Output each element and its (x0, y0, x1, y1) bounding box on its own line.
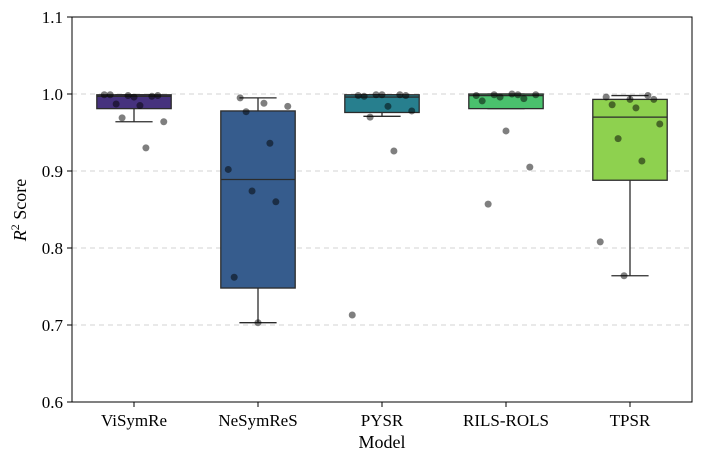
data-point (348, 311, 356, 319)
data-point (602, 93, 610, 101)
data-point (514, 91, 522, 99)
data-point (390, 147, 398, 155)
y-tick-label: 1.0 (42, 85, 63, 104)
data-point (100, 91, 108, 99)
y-tick-label: 0.8 (42, 239, 63, 258)
data-point (124, 92, 132, 100)
data-point (360, 92, 368, 100)
y-axis-title-variable: R (10, 230, 30, 242)
data-point (118, 114, 126, 122)
data-point (490, 91, 498, 99)
y-axis-title-exponent: 2 (8, 224, 22, 230)
box (220, 110, 296, 289)
data-point (620, 272, 628, 280)
data-point (236, 94, 244, 102)
y-tick-label: 0.7 (42, 316, 64, 335)
data-point (248, 187, 256, 195)
data-point (638, 157, 646, 165)
data-point (508, 90, 516, 98)
data-point (496, 93, 504, 101)
box-group (220, 97, 296, 324)
data-point (626, 95, 634, 103)
data-point (520, 95, 528, 103)
data-point (478, 97, 486, 105)
y-tick-label: 0.6 (42, 393, 63, 412)
data-point (254, 319, 262, 327)
plot-frame (71, 16, 693, 403)
data-point (372, 91, 380, 99)
y-axis-title: R2 Score (8, 179, 30, 242)
data-point (484, 200, 492, 208)
x-axis-title: Model (359, 432, 406, 452)
data-point (402, 92, 410, 100)
y-tick-label: 0.9 (42, 162, 63, 181)
data-point (242, 108, 250, 116)
box-series (96, 93, 668, 324)
data-point (656, 120, 664, 128)
data-point (366, 113, 374, 121)
data-point (354, 92, 362, 100)
data-point (230, 273, 238, 281)
x-tick-label: ViSymRe (101, 411, 167, 430)
data-point (272, 198, 280, 206)
data-point (112, 100, 120, 108)
x-axis: ViSymRe NeSymReS PYSR RILS-ROLS TPSR (101, 402, 651, 430)
data-point (396, 91, 404, 99)
x-tick-label: TPSR (610, 411, 651, 430)
data-point (650, 95, 658, 103)
y-tick-label: 1.1 (42, 8, 63, 27)
data-point (502, 127, 510, 135)
data-point (378, 91, 386, 99)
data-point (260, 99, 268, 107)
box (592, 98, 668, 181)
data-points (100, 90, 664, 327)
x-tick-label: RILS-ROLS (463, 411, 549, 430)
data-point (408, 107, 416, 115)
data-point (266, 139, 274, 147)
data-point (472, 92, 480, 100)
y-axis-title-text: Score (10, 179, 30, 224)
data-point (284, 102, 292, 110)
data-point (148, 92, 156, 100)
data-point (596, 238, 604, 246)
data-point (644, 92, 652, 100)
data-point (526, 163, 534, 171)
y-axis: 0.6 0.7 0.8 0.9 1.0 1.1 (42, 8, 72, 412)
data-point (130, 93, 138, 101)
data-point (142, 144, 150, 152)
data-point (160, 118, 168, 126)
data-point (224, 165, 232, 173)
data-point (532, 91, 540, 99)
data-point (136, 102, 144, 110)
box-group (592, 94, 668, 277)
data-point (614, 135, 622, 143)
data-point (106, 91, 114, 99)
x-tick-label: PYSR (361, 411, 404, 430)
x-tick-label: NeSymReS (218, 411, 297, 430)
data-point (154, 92, 162, 100)
data-point (608, 101, 616, 109)
data-point (384, 102, 392, 110)
data-point (632, 104, 640, 112)
